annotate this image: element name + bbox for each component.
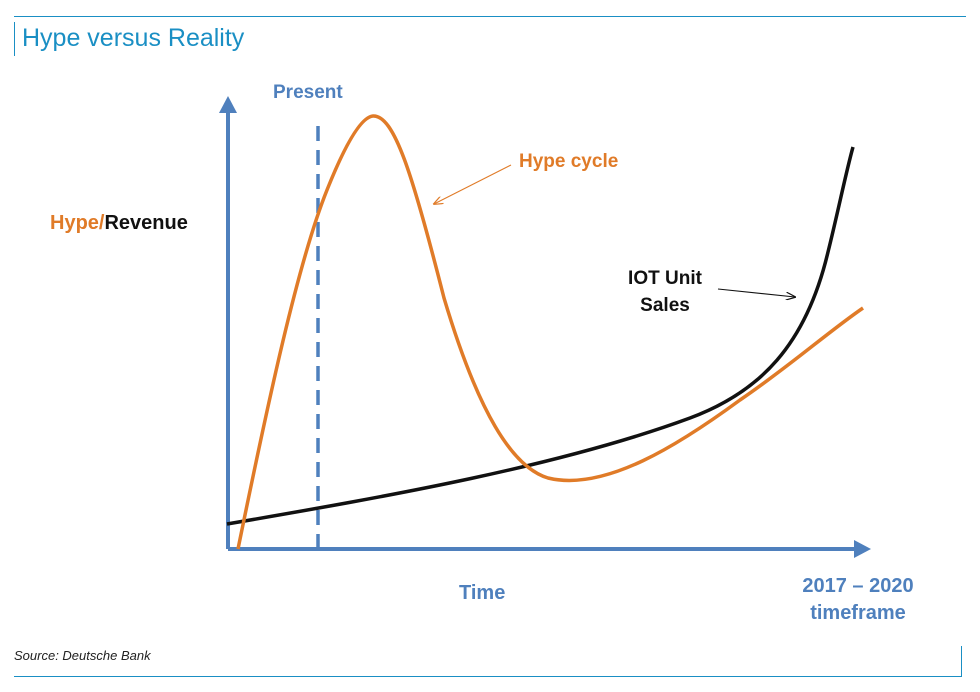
iot-sales-curve	[226, 146, 855, 526]
hype-cycle-pointer	[434, 164, 512, 204]
x-axis-label: Time	[459, 582, 506, 604]
footer-accent-tick	[961, 646, 962, 676]
y-axis-label-revenue: Revenue	[104, 212, 188, 234]
y-axis-label-separator: /	[98, 212, 105, 234]
page-title: Hype versus Reality	[22, 24, 245, 52]
hype-cycle-curve	[236, 114, 864, 550]
timeframe-label: 2017 – 2020 timeframe	[802, 575, 914, 624]
header-accent-bar	[14, 22, 15, 56]
y-axis-label-hype: Hype	[50, 212, 99, 234]
source-note: Source: Deutsche Bank	[14, 648, 151, 663]
y-axis-arrowhead	[219, 96, 237, 113]
footer-bottom-rule	[14, 676, 962, 677]
header-top-rule	[14, 16, 966, 17]
hype-cycle-label: Hype cycle	[519, 151, 619, 172]
y-axis-label: Hype/Revenue	[50, 212, 188, 235]
iot-sales-pointer	[717, 288, 795, 297]
iot-sales-label: IOT Unit Sales	[628, 268, 702, 316]
present-label: Present	[273, 82, 343, 103]
x-axis-arrowhead	[854, 540, 871, 558]
